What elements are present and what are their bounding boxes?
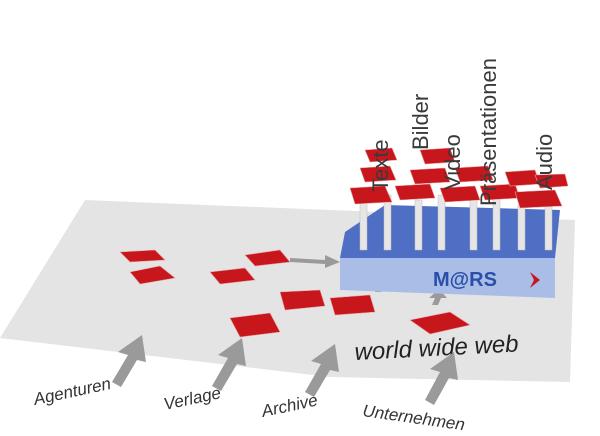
- top-tiles: [349, 147, 569, 209]
- floor-tiles: [119, 249, 471, 338]
- category-label: Video: [440, 134, 465, 190]
- source-label: Archive: [259, 391, 319, 422]
- logo-mark: [530, 272, 540, 288]
- box-front: [340, 258, 555, 298]
- source-label: Unternehmen: [361, 401, 466, 434]
- source-arrows: [112, 335, 458, 405]
- logo: M@RS: [433, 269, 497, 291]
- box-top: [340, 205, 560, 258]
- source-label: Agenturen: [31, 374, 113, 409]
- category-label: Bilder: [408, 94, 433, 150]
- category-label: Texte: [368, 139, 393, 192]
- category-label: Audio: [532, 134, 557, 190]
- source-label: Verlage: [162, 383, 223, 414]
- category-label: Präsentationen: [476, 58, 501, 206]
